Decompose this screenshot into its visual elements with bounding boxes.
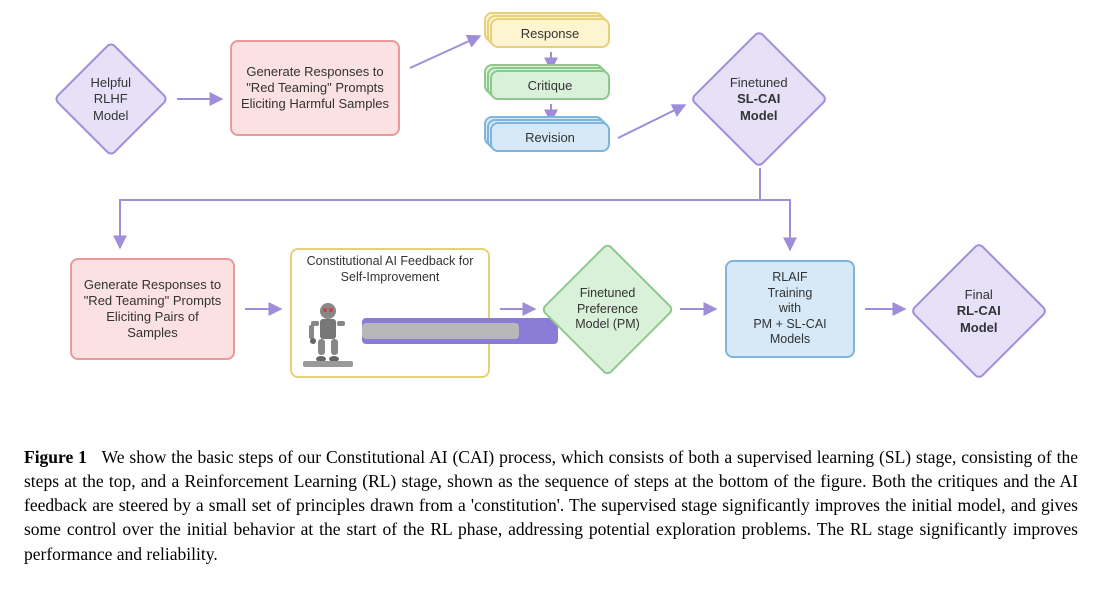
robot-icon bbox=[300, 290, 356, 372]
gen2-text: Generate Responses to "Red Teaming" Prom… bbox=[80, 277, 225, 342]
node-feedback: Constitutional AI Feedback for Self-Impr… bbox=[290, 248, 490, 378]
node-rlcai: FinalRL-CAIModel bbox=[910, 242, 1049, 381]
gen1-text: Generate Responses to "Red Teaming" Prom… bbox=[240, 64, 390, 113]
pm-line2: Preference bbox=[577, 302, 638, 316]
critique-label: Critique bbox=[528, 78, 573, 93]
caption-label: Figure 1 bbox=[24, 447, 87, 467]
figure-caption: Figure 1 We show the basic steps of our … bbox=[24, 445, 1078, 566]
feedback-title: Constitutional AI Feedback for Self-Impr… bbox=[300, 254, 480, 285]
node-critique: Critique bbox=[490, 70, 610, 100]
chat-bubble-3 bbox=[362, 323, 519, 339]
pm-line1: Finetuned bbox=[580, 286, 636, 300]
helpful-line1: Helpful RLHF bbox=[91, 75, 131, 106]
node-rlaif: RLAIFTrainingwithPM + SL-CAIModels bbox=[725, 260, 855, 358]
node-response: Response bbox=[490, 18, 610, 48]
diagram-canvas: Helpful RLHF Model Generate Responses to… bbox=[0, 0, 1102, 430]
revision-label: Revision bbox=[525, 130, 575, 145]
helpful-line2: Model bbox=[93, 107, 128, 122]
node-revision: Revision bbox=[490, 122, 610, 152]
node-helpful-rlhf: Helpful RLHF Model bbox=[53, 41, 169, 157]
node-generate-pairs: Generate Responses to "Red Teaming" Prom… bbox=[70, 258, 235, 360]
pm-line3: Model (PM) bbox=[575, 317, 640, 331]
caption-text: We show the basic steps of our Constitut… bbox=[24, 447, 1078, 564]
node-generate-harmful: Generate Responses to "Red Teaming" Prom… bbox=[230, 40, 400, 136]
response-label: Response bbox=[521, 26, 580, 41]
node-slcai: FinetunedSL-CAIModel bbox=[690, 30, 829, 169]
node-pm: Finetuned Preference Model (PM) bbox=[540, 242, 674, 376]
rlaif-text: RLAIFTrainingwithPM + SL-CAIModels bbox=[753, 270, 826, 348]
